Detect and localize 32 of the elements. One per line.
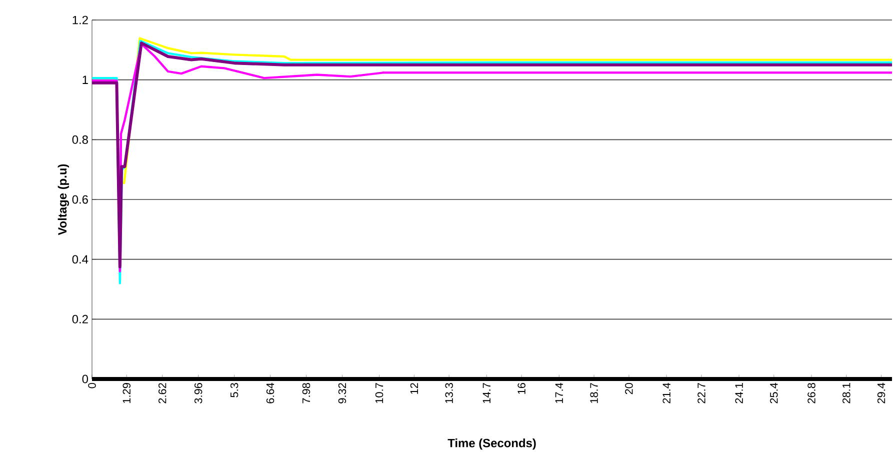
x-tick-label: 13.3 bbox=[445, 383, 453, 404]
x-tick-label: 26.8 bbox=[808, 383, 816, 404]
x-tick-label: 1.29 bbox=[122, 383, 131, 404]
x-tick-label: 10.7 bbox=[375, 383, 384, 404]
y-tick-label: 1.2 bbox=[72, 16, 88, 24]
x-axis-title: Time (Seconds) bbox=[448, 438, 536, 450]
y-tick-label: 0.2 bbox=[72, 314, 88, 324]
x-tick-label: 28.1 bbox=[842, 383, 850, 404]
x-tick-label: 7.98 bbox=[302, 383, 310, 404]
x-tick-label: 0 bbox=[88, 382, 96, 388]
x-tick-label: 24.1 bbox=[735, 383, 743, 404]
x-tick-label: 18.7 bbox=[590, 383, 598, 404]
y-tick-label: 0.8 bbox=[72, 135, 88, 144]
y-tick-label: 0 bbox=[82, 374, 88, 384]
x-tick-label: 2.62 bbox=[158, 383, 166, 404]
x-tick-label: 29.4 bbox=[877, 382, 886, 404]
y-tick-label: 1 bbox=[82, 76, 88, 84]
x-tick-label: 16 bbox=[518, 383, 526, 394]
x-tick-label: 5.3 bbox=[230, 383, 238, 398]
x-tick-label: 17.4 bbox=[555, 382, 563, 404]
x-tick-label: 22.7 bbox=[698, 383, 706, 404]
y-axis-title: Voltage (p.u) bbox=[58, 164, 70, 236]
y-tick-label: 0.4 bbox=[72, 255, 88, 264]
x-tick-label: 12 bbox=[410, 383, 418, 394]
y-tick-label: 0.6 bbox=[72, 195, 88, 204]
x-tick-label: 25.4 bbox=[770, 382, 778, 404]
x-tick-label: 14.7 bbox=[482, 383, 490, 404]
x-tick-label: 21.4 bbox=[662, 382, 670, 404]
x-tick-label: 20 bbox=[625, 382, 633, 394]
x-tick-label: 9.32 bbox=[338, 383, 346, 404]
x-tick-label: 3.96 bbox=[194, 383, 202, 404]
x-tick-label: 6.64 bbox=[266, 382, 274, 404]
